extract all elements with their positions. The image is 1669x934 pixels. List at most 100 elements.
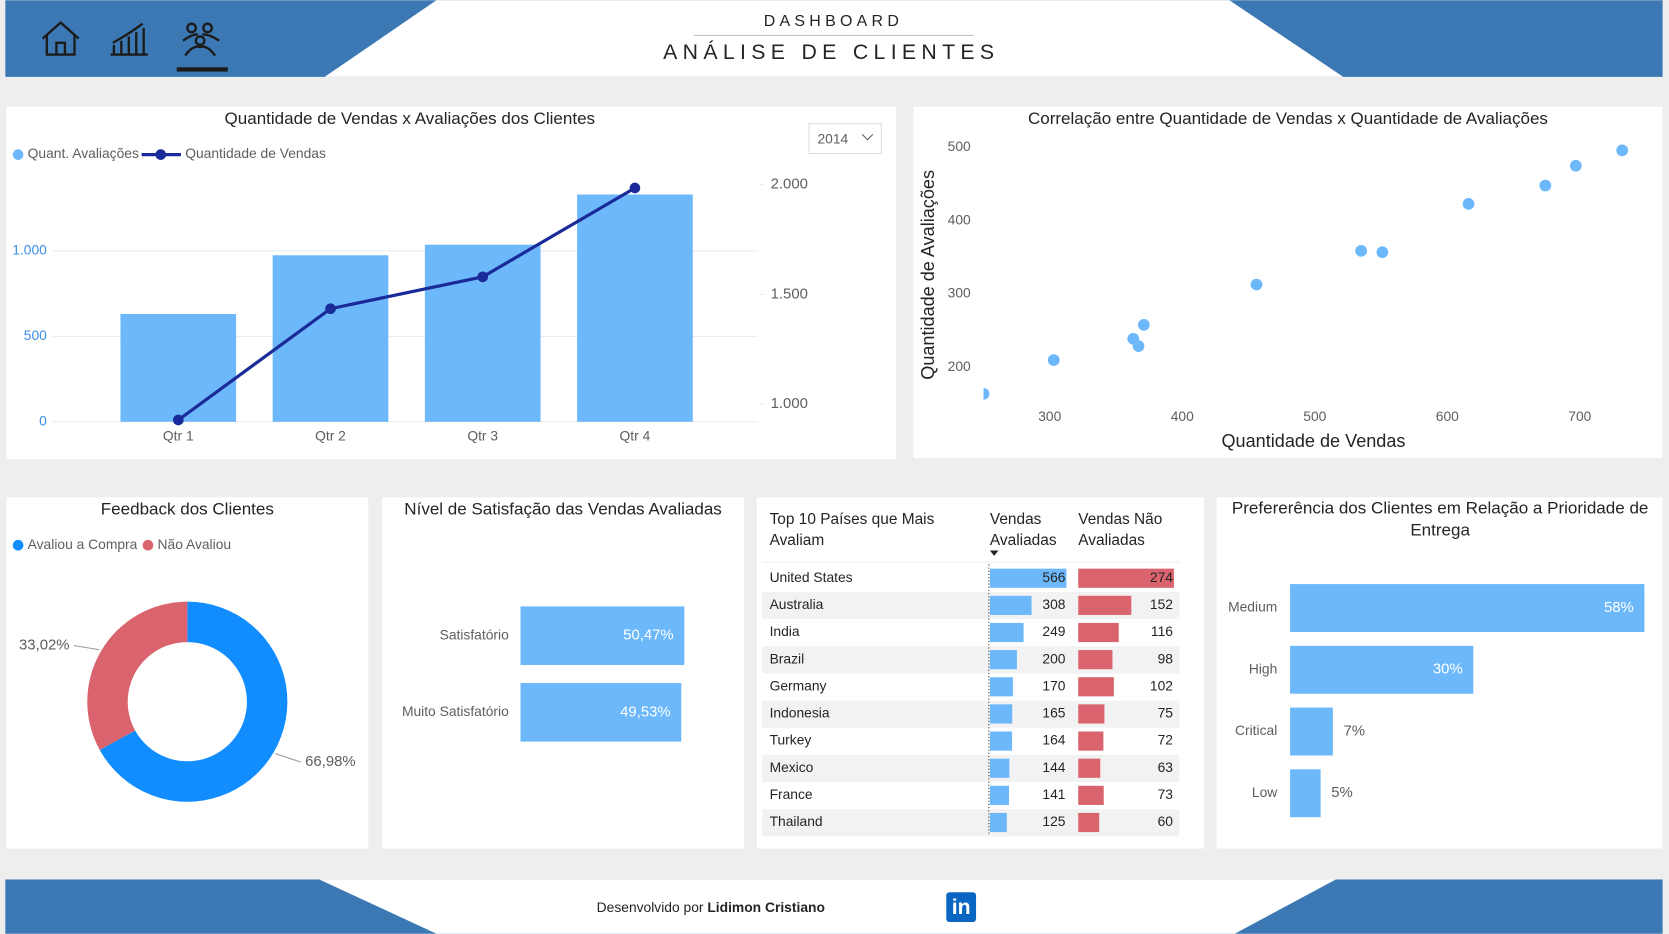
y-tick-label: 400 <box>948 211 971 227</box>
data-label: 58% <box>1604 600 1634 616</box>
header-subtitle: DASHBOARD <box>764 13 903 30</box>
legend-label: Avaliou a Compra <box>28 536 138 552</box>
chart-title: Correlação entre Quantidade de Vendas x … <box>1028 109 1548 128</box>
category-label: Low <box>1252 784 1278 800</box>
bar <box>1290 769 1321 818</box>
data-label: 49,53% <box>620 704 671 720</box>
footer-author: Lidimon Cristiano <box>707 899 825 915</box>
country-label: United States <box>770 569 853 585</box>
country-label: Brazil <box>770 650 805 666</box>
cell-value: 144 <box>1042 759 1065 775</box>
linkedin-badge[interactable] <box>946 892 977 923</box>
column-header: Vendas Avaliadas <box>989 511 1057 550</box>
y-tick-label: 200 <box>948 358 971 374</box>
scatter-point <box>1376 246 1389 259</box>
cell-value: 164 <box>1042 732 1065 748</box>
country-label: Thailand <box>770 813 823 829</box>
data-bar <box>989 704 1013 724</box>
row-band <box>762 754 1180 783</box>
country-label: Australia <box>770 596 824 612</box>
category-label: Muito Satisfatório <box>402 703 509 719</box>
data-label: 7% <box>1343 723 1365 739</box>
country-label: France <box>770 786 813 802</box>
country-label: Mexico <box>770 759 814 775</box>
legend-label: Quant. Avaliações <box>28 145 139 161</box>
scatter-point <box>1462 198 1475 210</box>
y2-tick-label: 1.500 <box>771 286 808 302</box>
bar <box>424 244 541 422</box>
category-label: Medium <box>1228 599 1277 615</box>
x-tick-label: Qtr 4 <box>620 427 651 443</box>
slicer-chevron <box>861 133 874 141</box>
data-bar <box>989 650 1017 670</box>
x-axis-title: Quantidade de Vendas <box>1222 431 1406 451</box>
chart-title: Prefererência dos Clientes em Relação a … <box>1231 499 1649 540</box>
bar <box>1290 645 1474 694</box>
linkedin-text: in <box>952 895 971 919</box>
scatter-point <box>1539 179 1552 192</box>
data-bar <box>989 812 1007 833</box>
leader-line <box>275 753 302 763</box>
clients-icon[interactable] <box>182 22 220 57</box>
y-tick-label: 500 <box>24 327 47 343</box>
header-plate <box>324 0 1344 77</box>
column-header-box: Vendas Não Avaliadas <box>1078 511 1163 550</box>
y2-tick-label: 1.000 <box>771 396 808 412</box>
cell-value: 98 <box>1158 650 1174 666</box>
scatter-point <box>983 387 990 400</box>
active-tab-indicator <box>176 67 228 72</box>
sales-icon[interactable] <box>110 22 148 56</box>
donut-slice <box>87 601 188 751</box>
legend-marker <box>155 149 167 160</box>
data-bar <box>989 731 1013 751</box>
data-bar <box>1078 650 1113 670</box>
slicer-value: 2014 <box>817 130 848 146</box>
data-bar <box>1078 758 1101 778</box>
data-bar <box>989 758 1010 778</box>
row-band <box>762 782 1180 810</box>
line-point <box>629 182 641 194</box>
nav-icons <box>41 21 220 57</box>
x-tick-label: 300 <box>1038 408 1061 424</box>
bar <box>520 606 685 665</box>
x-tick-label: Qtr 1 <box>163 427 194 443</box>
data-label: 66,98% <box>305 754 356 770</box>
home-icon[interactable] <box>41 21 80 56</box>
row-band <box>762 646 1180 674</box>
line <box>177 186 636 422</box>
data-bar <box>1078 785 1104 805</box>
cell-value: 63 <box>1158 759 1174 775</box>
leader-line <box>73 644 100 651</box>
cell-value: 102 <box>1150 677 1173 693</box>
x-tick-label: 500 <box>1303 408 1326 424</box>
scatter-point <box>1250 278 1263 291</box>
data-bar <box>1078 568 1174 588</box>
y-axis-title: Quantidade de Avaliações <box>918 170 938 380</box>
category-label: Satisfatório <box>440 626 509 642</box>
data-bar <box>1078 704 1105 724</box>
bar <box>577 194 693 422</box>
data-bar <box>1078 677 1114 697</box>
cell-value: 249 <box>1042 623 1065 639</box>
cell-value: 72 <box>1158 732 1173 748</box>
bar <box>520 683 682 742</box>
scatter-point <box>1137 319 1150 331</box>
column-header: Vendas Não Avaliadas <box>1078 511 1163 550</box>
data-label: 50,47% <box>623 628 674 644</box>
country-label: India <box>770 623 800 639</box>
y2-tick-label: 2.000 <box>771 177 808 193</box>
chart-title: Quantidade de Vendas x Avaliações dos Cl… <box>225 109 596 128</box>
data-bar <box>989 595 1032 615</box>
data-bar <box>1078 731 1104 751</box>
cell-value: 141 <box>1042 786 1065 802</box>
cell-value: 274 <box>1150 569 1173 585</box>
category-label: High <box>1249 660 1277 676</box>
chart-title: Nível de Satisfação das Vendas Avaliadas <box>404 500 722 519</box>
country-label: Turkey <box>770 732 812 748</box>
cell-value: 566 <box>1042 569 1065 585</box>
cell-value: 60 <box>1158 813 1174 829</box>
x-tick-label: Qtr 2 <box>315 427 346 443</box>
chart-title-box: Prefererência dos Clientes em Relação a … <box>1231 499 1649 540</box>
data-label: 30% <box>1433 662 1463 678</box>
column-header-box: Vendas Avaliadas <box>989 511 1057 550</box>
